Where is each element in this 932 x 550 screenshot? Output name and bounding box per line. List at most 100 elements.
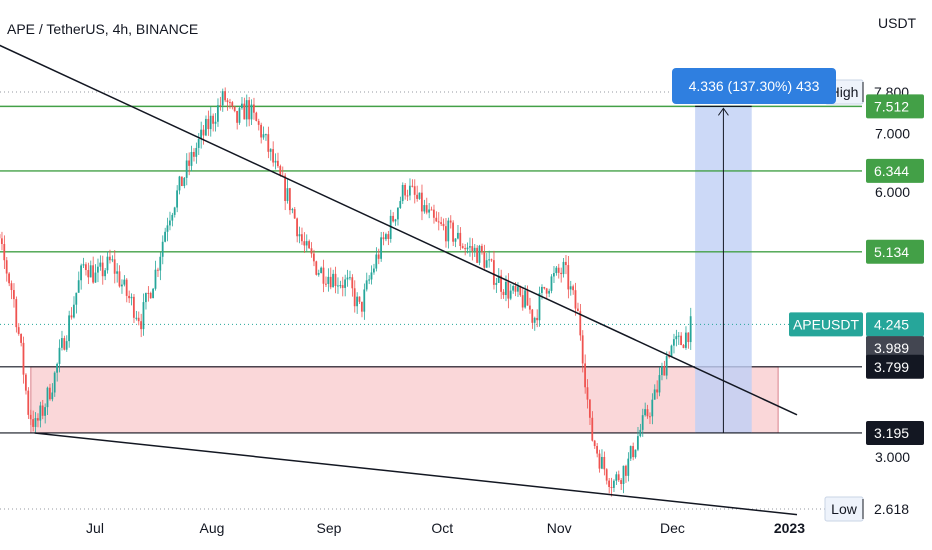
candle-body-240 <box>557 267 560 273</box>
candle-body-189 <box>435 217 438 222</box>
price-badge-6 <box>866 354 924 379</box>
candle-body-171 <box>392 215 394 222</box>
price-badge-value-5: 3.989 <box>874 340 909 356</box>
candle-body-30 <box>53 372 56 393</box>
candle-body-63 <box>132 296 135 318</box>
candle-body-29 <box>51 392 54 400</box>
candle-body-105 <box>233 106 236 112</box>
candle-body-230 <box>533 317 536 323</box>
price-label-1: 7.512 <box>866 94 924 119</box>
y-tick-label-2: 3.000 <box>875 449 910 465</box>
candle-body-104 <box>231 102 234 107</box>
x-tick-label-4: Nov <box>547 520 572 536</box>
candle-body-142 <box>322 267 325 284</box>
candle-body-223 <box>516 286 519 292</box>
candle-body-102 <box>226 100 229 103</box>
candle-body-114 <box>255 112 258 121</box>
x-tick-label-5: Dec <box>660 520 685 536</box>
candle-body-283 <box>660 366 663 376</box>
candle-body-130 <box>293 209 296 219</box>
candle-body-58 <box>120 284 123 287</box>
candle-body-42 <box>82 264 85 266</box>
candle-body-265 <box>617 474 620 481</box>
candle-body-294 <box>687 332 690 343</box>
candle-body-286 <box>668 356 670 358</box>
candle-body-183 <box>420 192 423 212</box>
candle-body-225 <box>521 295 524 308</box>
price-badge-8 <box>866 497 924 522</box>
candle-body-262 <box>610 486 613 488</box>
candle-body-10 <box>5 260 8 274</box>
candle-body-36 <box>68 315 70 342</box>
candle-body-202 <box>466 247 469 250</box>
candle-body-47 <box>94 272 97 283</box>
time-axis: Jul Aug Sep Oct Nov Dec 2023 <box>86 520 805 536</box>
candle-body-161 <box>368 279 370 281</box>
candle-body-79 <box>171 214 174 221</box>
candle-body-38 <box>72 304 75 318</box>
candle-body-35 <box>65 341 68 350</box>
candle-body-51 <box>104 270 106 277</box>
candle-body-147 <box>334 273 337 286</box>
candle-body-59 <box>123 279 126 285</box>
candle-body-163 <box>372 268 375 273</box>
price-badge-3 <box>866 239 924 264</box>
candle-body-197 <box>454 238 457 242</box>
candle-body-184 <box>423 205 426 212</box>
x-tick-label-6: 2023 <box>774 520 805 536</box>
candle-body-204 <box>471 246 474 251</box>
projection-label-text: 4.336 (137.30%) 433 <box>689 78 820 94</box>
candle-body-165 <box>377 254 380 259</box>
candle-body-85 <box>185 160 188 178</box>
candle-body-169 <box>387 234 390 239</box>
candle-body-25 <box>41 405 44 416</box>
candle-body-153 <box>348 277 351 279</box>
candle-body-73 <box>156 269 159 271</box>
candle-body-238 <box>552 273 555 277</box>
candle-body-177 <box>406 195 409 197</box>
price-label-6: 3.799 <box>866 354 924 379</box>
candle-body-103 <box>228 102 231 104</box>
candle-body-291 <box>680 335 682 345</box>
candle-body-49 <box>99 262 102 267</box>
candle-body-199 <box>459 232 462 247</box>
candle-body-251 <box>584 363 586 388</box>
currency-label: USDT <box>878 15 917 31</box>
candle-body-20 <box>29 414 32 420</box>
side-badge-text-0: High <box>830 84 859 100</box>
candle-body-98 <box>216 105 219 122</box>
price-badge-value-8: 2.618 <box>874 501 909 517</box>
candle-body-40 <box>77 280 80 293</box>
candle-body-116 <box>260 124 262 138</box>
candle-body-21 <box>32 419 34 427</box>
price-axis: 7.000 6.000 3.000 <box>875 125 910 465</box>
candle-body-288 <box>672 339 675 346</box>
candle-body-95 <box>209 115 212 130</box>
candle-body-196 <box>452 222 454 242</box>
candles <box>0 87 692 497</box>
candle-body-272 <box>634 449 637 458</box>
candle-body-119 <box>267 134 270 152</box>
candle-body-190 <box>437 221 440 223</box>
price-badge-1 <box>866 94 924 119</box>
candle-body-211 <box>488 259 490 261</box>
candle-body-162 <box>370 272 373 280</box>
price-badge-value-7: 3.195 <box>874 425 909 441</box>
candle-body-215 <box>497 275 500 283</box>
candle-body-33 <box>60 338 63 348</box>
candle-body-173 <box>396 207 399 220</box>
candle-body-127 <box>286 188 289 201</box>
projection-label: 4.336 (137.30%) 433 <box>672 68 836 104</box>
candle-body-210 <box>485 260 488 268</box>
candle-body-90 <box>197 139 200 148</box>
price-badge-2 <box>866 158 924 183</box>
candle-body-276 <box>644 409 646 416</box>
candle-body-206 <box>476 247 478 263</box>
x-tick-label-3: Oct <box>431 520 453 536</box>
candle-body-54 <box>111 259 114 261</box>
candle-body-111 <box>248 100 250 120</box>
candle-body-71 <box>152 288 154 299</box>
candle-body-141 <box>320 267 322 273</box>
side-badge-text-8: Low <box>831 501 858 517</box>
